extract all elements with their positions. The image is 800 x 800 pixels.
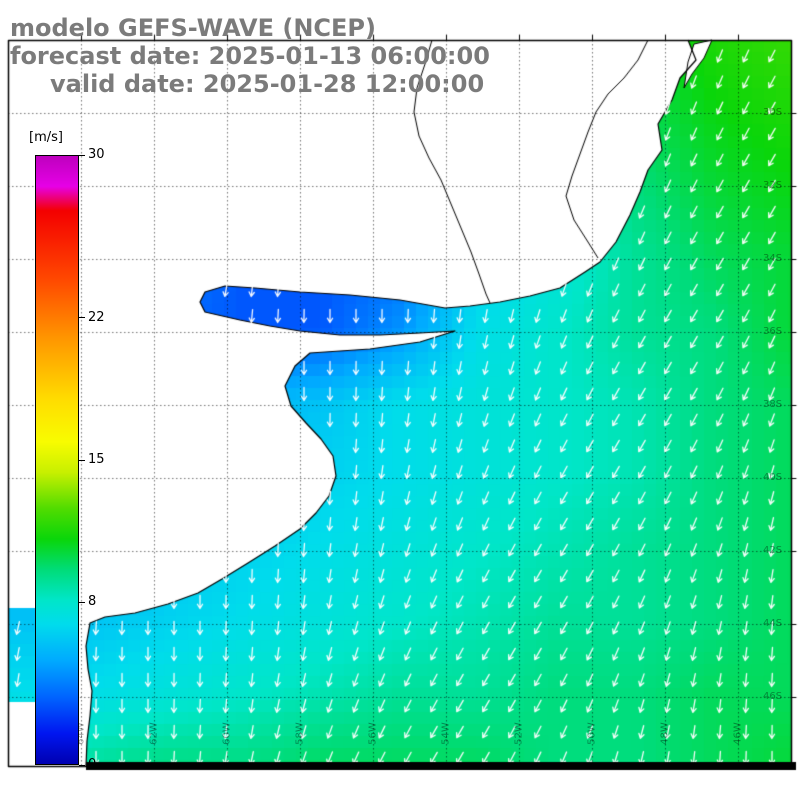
colorbar-tick-label: 8 (88, 594, 97, 610)
colorbar-tick-mark (79, 764, 85, 766)
latitude-label: 36S (763, 326, 783, 337)
latitude-label: 40S (763, 472, 783, 483)
longitude-label: 58W (294, 722, 306, 745)
title-block: modelo GEFS-WAVE (NCEP) forecast date: 2… (10, 14, 490, 98)
colorbar-tick-mark (79, 154, 85, 156)
colorbar-tick-mark (79, 601, 85, 603)
model-title: modelo GEFS-WAVE (NCEP) (10, 14, 376, 42)
longitude-label: 54W (440, 722, 452, 745)
colorbar-tick-mark (79, 317, 85, 319)
forecast-date-line: forecast date: 2025-01-13 06:00:00 (10, 42, 490, 70)
latitude-label: 32S (763, 180, 783, 191)
valid-date-line: valid date: 2025-01-28 12:00:00 (50, 70, 485, 98)
latitude-label: 42S (763, 545, 783, 556)
colorbar-tick-label: 0 (88, 757, 97, 772)
colorbar-units-label: [m/s] (27, 130, 65, 145)
colorbar-tick-label: 22 (88, 309, 105, 325)
longitude-label: 60W (221, 722, 233, 745)
colorbar-tick-label: 15 (88, 452, 105, 467)
longitude-label: 56W (367, 722, 379, 745)
longitude-label: 52W (513, 722, 525, 745)
latitude-label: 46S (763, 691, 783, 702)
longitude-label: 50W (586, 722, 598, 745)
latitude-label: 44S (763, 618, 783, 629)
longitude-label: 62W (148, 722, 160, 745)
colorbar-tick-label: 30 (88, 147, 105, 162)
colorbar-tick-mark (79, 459, 85, 461)
longitude-label: 46W (732, 722, 744, 745)
colorbar (35, 155, 79, 765)
latitude-label: 38S (763, 399, 783, 410)
latitude-label: 34S (763, 253, 783, 264)
longitude-label: 48W (659, 722, 671, 745)
latitude-label: 30S (763, 107, 783, 118)
